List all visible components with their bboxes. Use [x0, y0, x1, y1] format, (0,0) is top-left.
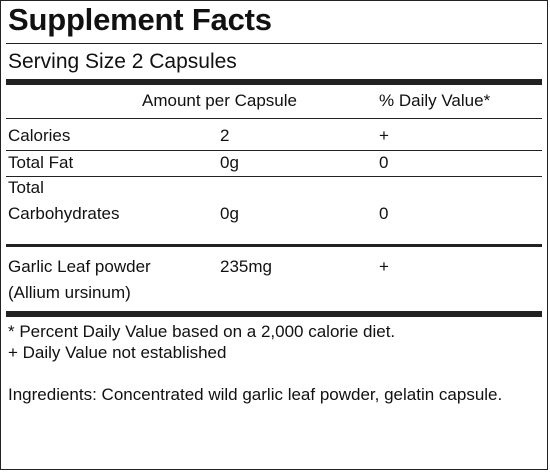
header-divider	[6, 118, 542, 119]
row-total-fat-dv: 0	[379, 153, 389, 172]
row-total-carbohydrates-name-line1: Total	[8, 178, 44, 197]
serving-size: Serving Size 2 Capsules	[8, 50, 237, 73]
title-divider	[6, 43, 542, 44]
row-total-carbohydrates-dv: 0	[379, 204, 389, 223]
row-calories-dv: +	[379, 126, 389, 145]
footnote-divider	[6, 311, 542, 317]
ingredients-text: Ingredients: Concentrated wild garlic le…	[8, 385, 503, 404]
row-divider	[6, 150, 542, 151]
row-total-carbohydrates-name-line2: Carbohydrates	[8, 204, 120, 223]
amount-per-capsule-header: Amount per Capsule	[142, 91, 297, 110]
row-total-fat-amount: 0g	[220, 153, 239, 172]
row-total-carbohydrates-amount: 0g	[220, 204, 239, 223]
row-divider	[6, 176, 542, 177]
row-calories-name: Calories	[8, 126, 71, 145]
footnote-daily-value: * Percent Daily Value based on a 2,000 c…	[8, 322, 396, 341]
daily-value-header: % Daily Value*	[379, 91, 491, 110]
row-total-fat-name: Total Fat	[8, 153, 74, 172]
row-garlic-leaf-name-line2: (Allium ursinum)	[8, 283, 131, 302]
row-garlic-leaf-dv: +	[379, 257, 389, 276]
panel-title: Supplement Facts	[8, 2, 272, 37]
row-garlic-leaf-name-line1: Garlic Leaf powder	[8, 257, 151, 276]
serving-divider	[6, 79, 542, 85]
row-garlic-leaf-amount: 235mg	[220, 257, 272, 276]
row-calories-amount: 2	[220, 126, 230, 145]
nutrients-divider	[6, 244, 542, 247]
footnote-not-established: + Daily Value not established	[8, 343, 227, 362]
